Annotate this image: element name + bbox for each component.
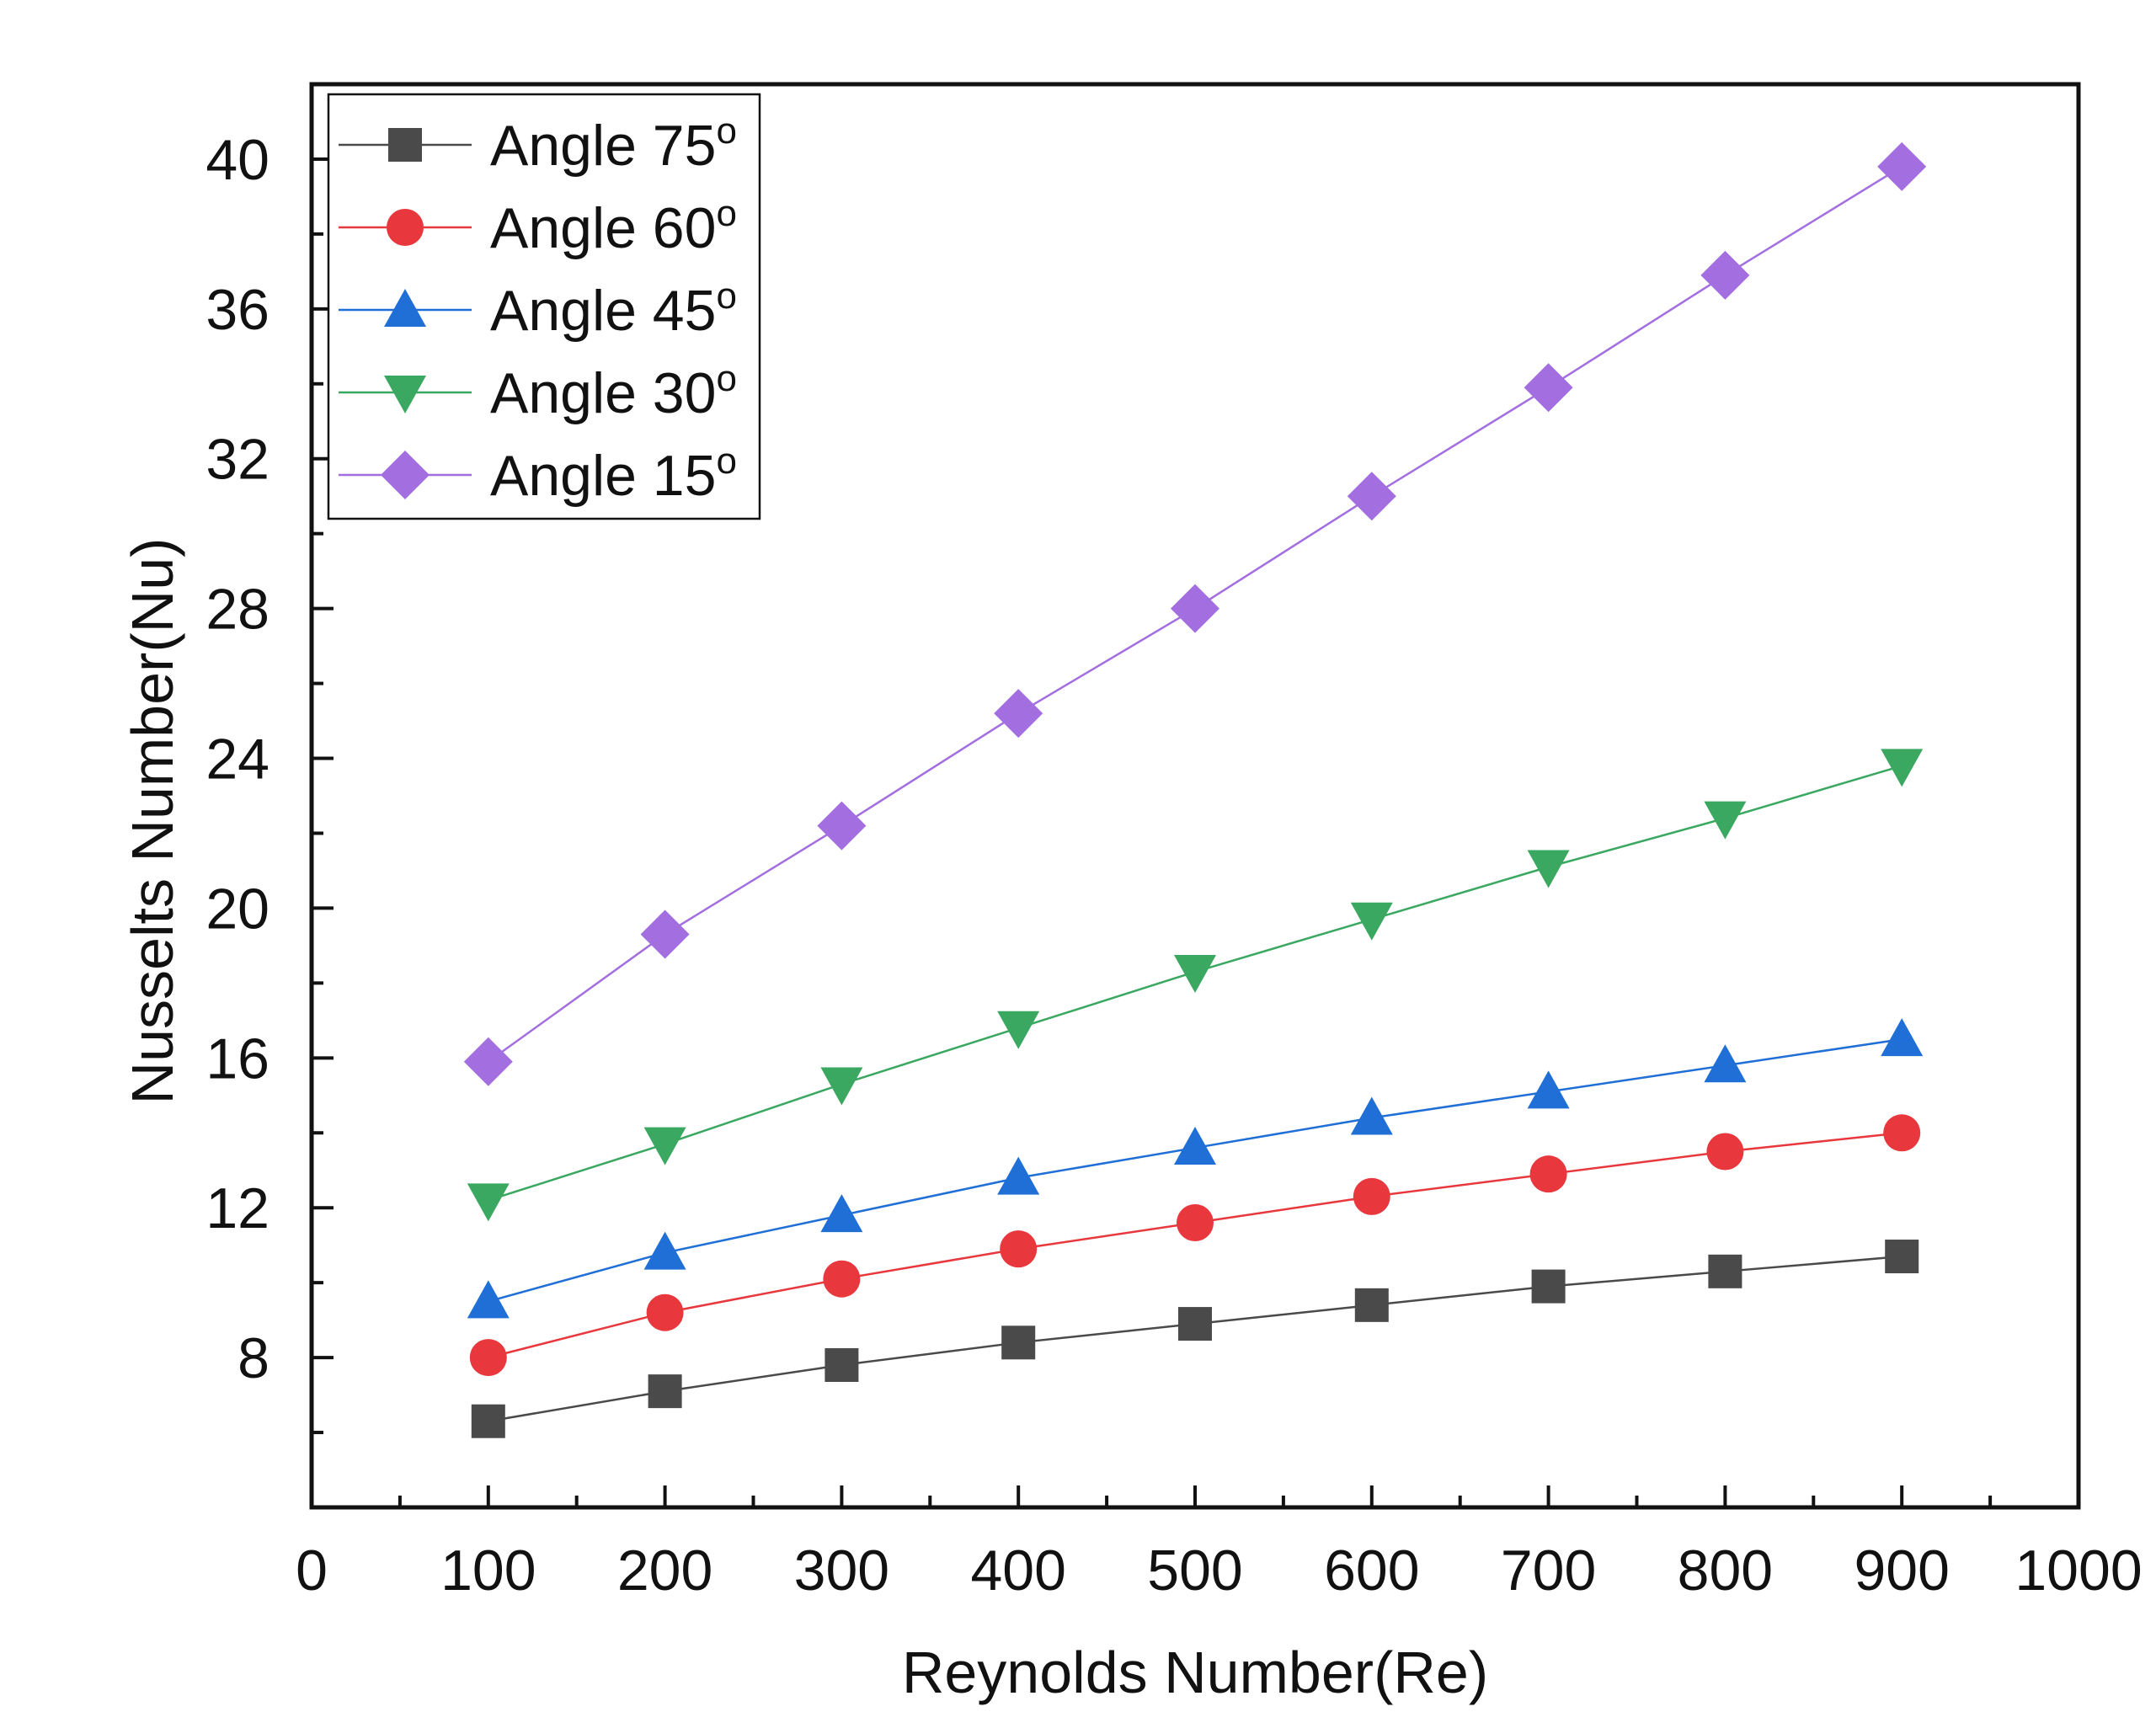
- data-point: [1708, 1254, 1742, 1288]
- legend-label-superscript: o: [716, 358, 736, 399]
- data-point: [820, 1067, 863, 1106]
- ticks-layer: 0 100 200 300 400 500 600 700 800 900 1000 8 12 16 20 2…: [205, 128, 2142, 1603]
- legend-item: Angle 30o: [339, 358, 737, 425]
- data-point: [467, 1280, 510, 1319]
- data-point: [643, 1231, 686, 1270]
- legend-item: Angle 45o: [339, 275, 737, 343]
- data-point: [1704, 801, 1747, 840]
- x-tick-label: 100: [440, 1539, 536, 1603]
- x-tick-label: 1000: [2015, 1539, 2142, 1603]
- data-point: [1527, 1070, 1570, 1109]
- data-point: [1706, 1133, 1744, 1171]
- legend-marker: [388, 128, 422, 162]
- data-point: [471, 1404, 505, 1438]
- data-point: [1881, 749, 1924, 787]
- x-tick-label: 800: [1678, 1539, 1773, 1603]
- data-point: [1174, 1127, 1216, 1165]
- data-point: [1700, 250, 1750, 300]
- data-point: [1350, 902, 1393, 941]
- data-point: [823, 1260, 861, 1298]
- x-tick-label: 700: [1501, 1539, 1596, 1603]
- y-tick-label: 32: [205, 428, 270, 492]
- data-point: [648, 1374, 682, 1409]
- legend-label-superscript: o: [716, 193, 736, 234]
- data-point: [469, 1339, 507, 1377]
- legend-marker: [387, 209, 424, 246]
- legend-marker: [381, 451, 430, 499]
- data-point: [467, 1183, 510, 1222]
- data-point: [1885, 1240, 1919, 1274]
- data-point: [640, 909, 690, 959]
- y-tick-label: 36: [205, 278, 270, 342]
- x-tick-label: 300: [794, 1539, 889, 1603]
- legend-label-superscript: o: [716, 110, 736, 152]
- data-point: [646, 1293, 684, 1331]
- data-point: [1000, 1230, 1038, 1268]
- legend-label: Angle 60o: [490, 193, 737, 260]
- series-diamond: [463, 141, 1927, 1086]
- data-point: [1001, 1325, 1036, 1360]
- legend-label: Angle 75o: [490, 110, 737, 178]
- data-point: [997, 1156, 1040, 1195]
- y-tick-label: 16: [205, 1027, 270, 1091]
- data-point: [1178, 1307, 1212, 1341]
- series-circle: [469, 1114, 1921, 1377]
- x-tick-label: 600: [1324, 1539, 1419, 1603]
- data-point: [817, 801, 867, 851]
- data-point: [1174, 955, 1216, 994]
- data-point: [1529, 1155, 1567, 1193]
- y-tick-label: 8: [237, 1326, 270, 1390]
- legend-marker: [384, 376, 426, 413]
- legend-item: Angle 75o: [339, 110, 737, 178]
- x-tick-label: 500: [1147, 1539, 1242, 1603]
- x-tick-label: 900: [1854, 1539, 1949, 1603]
- legend: Angle 75o Angle 60o Angle 45o Angle 30o Angl…: [327, 93, 761, 520]
- legend-marker: [384, 289, 426, 327]
- y-tick-label: 20: [205, 877, 270, 941]
- data-point: [1350, 1096, 1393, 1135]
- y-tick-label: 12: [205, 1176, 270, 1240]
- data-point: [463, 1037, 513, 1086]
- series-square: [471, 1240, 1919, 1438]
- data-point: [1347, 472, 1396, 521]
- data-point: [643, 1127, 686, 1165]
- legend-item: Angle 60o: [339, 193, 737, 260]
- x-axis-title: Reynolds Number(Re): [902, 1640, 1488, 1705]
- data-point: [1353, 1177, 1390, 1215]
- legend-item: Angle 15o: [339, 440, 737, 508]
- data-point: [1877, 141, 1927, 191]
- x-tick-label: 200: [617, 1539, 712, 1603]
- x-tick-label: 0: [296, 1539, 328, 1603]
- series-layer: [463, 141, 1927, 1438]
- y-tick-label: 24: [205, 728, 270, 792]
- data-point: [1354, 1288, 1389, 1322]
- legend-label: Angle 30o: [490, 358, 737, 425]
- x-tick-label: 400: [970, 1539, 1065, 1603]
- data-point: [820, 1194, 863, 1233]
- y-tick-label: 28: [205, 578, 270, 642]
- data-point: [1524, 363, 1573, 413]
- data-point: [1704, 1044, 1747, 1083]
- data-point: [825, 1348, 859, 1382]
- data-point: [994, 689, 1043, 739]
- data-point: [997, 1011, 1040, 1049]
- y-tick-label: 40: [205, 128, 270, 192]
- legend-label-superscript: o: [716, 440, 736, 482]
- series-triangle-down: [467, 749, 1924, 1222]
- y-axis-title: Nusselts Number(Nu): [120, 538, 185, 1105]
- data-point: [1881, 1018, 1924, 1057]
- data-point: [1531, 1269, 1566, 1304]
- data-point: [1177, 1204, 1214, 1241]
- data-point: [1527, 850, 1570, 888]
- data-point: [1883, 1114, 1921, 1152]
- data-point: [1171, 584, 1219, 633]
- legend-label: Angle 15o: [490, 440, 737, 508]
- series-triangle-up: [467, 1018, 1924, 1319]
- legend-label-superscript: o: [716, 275, 736, 317]
- legend-label: Angle 45o: [490, 275, 737, 343]
